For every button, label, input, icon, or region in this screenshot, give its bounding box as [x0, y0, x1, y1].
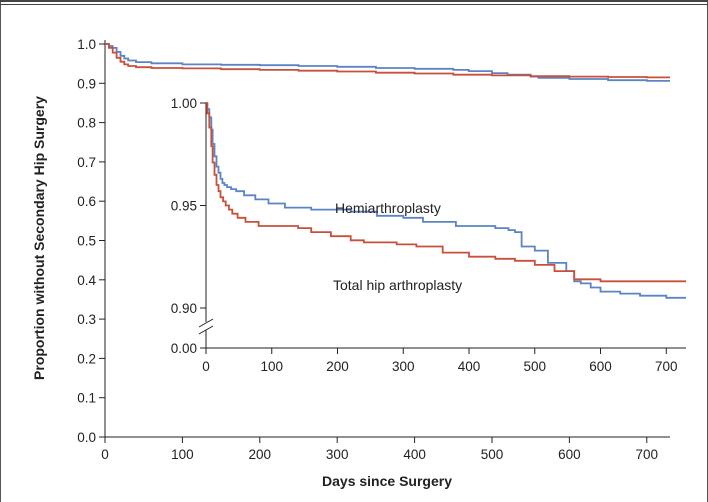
inset-x-tick-label: 300	[392, 359, 415, 374]
main-series	[105, 43, 670, 82]
inset-x-ticks: 0 100 200 300 400 500 600 700	[202, 348, 678, 374]
main-y-tick-label: 0.0	[77, 430, 96, 445]
main-x-tick-label: 0	[101, 447, 109, 462]
inset-line-hemiarthroplasty	[206, 102, 686, 299]
main-x-tick-label: 100	[171, 447, 194, 462]
main-x-tick-label: 200	[249, 447, 272, 462]
main-y-ticks: 0.0 0.1 0.2 0.3 0.4 0.5 0.6 0.7 0.8 0.9 1.0	[77, 37, 105, 445]
main-x-tick-label: 500	[481, 447, 504, 462]
main-line-total-hip-arthroplasty	[105, 43, 670, 79]
main-y-tick-label: 0.4	[77, 273, 96, 288]
main-x-tick-label: 600	[558, 447, 581, 462]
inset-x-tick-label: 400	[458, 359, 481, 374]
main-x-tick-label: 700	[636, 447, 659, 462]
main-x-tick-label: 300	[326, 447, 349, 462]
inset-y-ticks: 0.00 0.90 0.95 1.00	[171, 96, 206, 356]
main-y-axis-title: Proportion without Secondary Hip Surgery	[31, 96, 47, 380]
inset-x-tick-label: 700	[655, 359, 678, 374]
inset-series-label-total-hip-arthroplasty: Total hip arthroplasty	[333, 277, 462, 293]
main-y-tick-label: 1.0	[77, 37, 96, 52]
main-y-tick-label: 0.6	[77, 194, 96, 209]
main-line-hemiarthroplasty	[105, 43, 670, 82]
main-x-ticks: 0 100 200 300 400 500 600 700	[101, 437, 658, 462]
inset-plot: 0 100 200 300 400 500 600 700 0.000.900.951.00 …	[171, 96, 686, 374]
inset-x-tick-label: 500	[524, 359, 547, 374]
inset-series	[206, 102, 686, 299]
inset-y-tick-label: 0.00	[171, 341, 197, 356]
inset-x-tick-label: 100	[260, 359, 283, 374]
inset-axis-break-mark	[198, 325, 214, 335]
inset-y-tick-label: 1.00	[171, 96, 197, 111]
main-plot: 0 100 200 300 400 500 600 700 0.00.10.20.30.40.…	[31, 37, 670, 489]
inset-x-tick-label: 200	[326, 359, 349, 374]
main-y-tick-label: 0.8	[77, 116, 96, 131]
inset-y-tick-label: 0.90	[171, 301, 197, 316]
inset-line-total-hip-arthroplasty	[206, 102, 686, 283]
inset-series-label-hemiarthroplasty: Hemiarthroplasty	[335, 200, 441, 216]
main-y-tick-label: 0.9	[77, 76, 96, 91]
main-x-tick-label: 400	[403, 447, 426, 462]
inset-y-tick-label: 0.95	[171, 199, 197, 214]
main-y-tick-label: 0.1	[77, 391, 96, 406]
main-y-tick-label: 0.2	[77, 351, 96, 366]
main-y-tick-label: 0.3	[77, 312, 96, 327]
inset-axis-break-mark	[198, 318, 214, 328]
inset-x-tick-label: 600	[589, 359, 612, 374]
top-rule	[0, 0, 708, 6]
inset-x-tick-label: 0	[202, 359, 210, 374]
main-y-tick-label: 0.7	[77, 155, 96, 170]
main-y-tick-label: 0.5	[77, 234, 96, 249]
main-x-axis-title: Days since Surgery	[322, 473, 452, 489]
